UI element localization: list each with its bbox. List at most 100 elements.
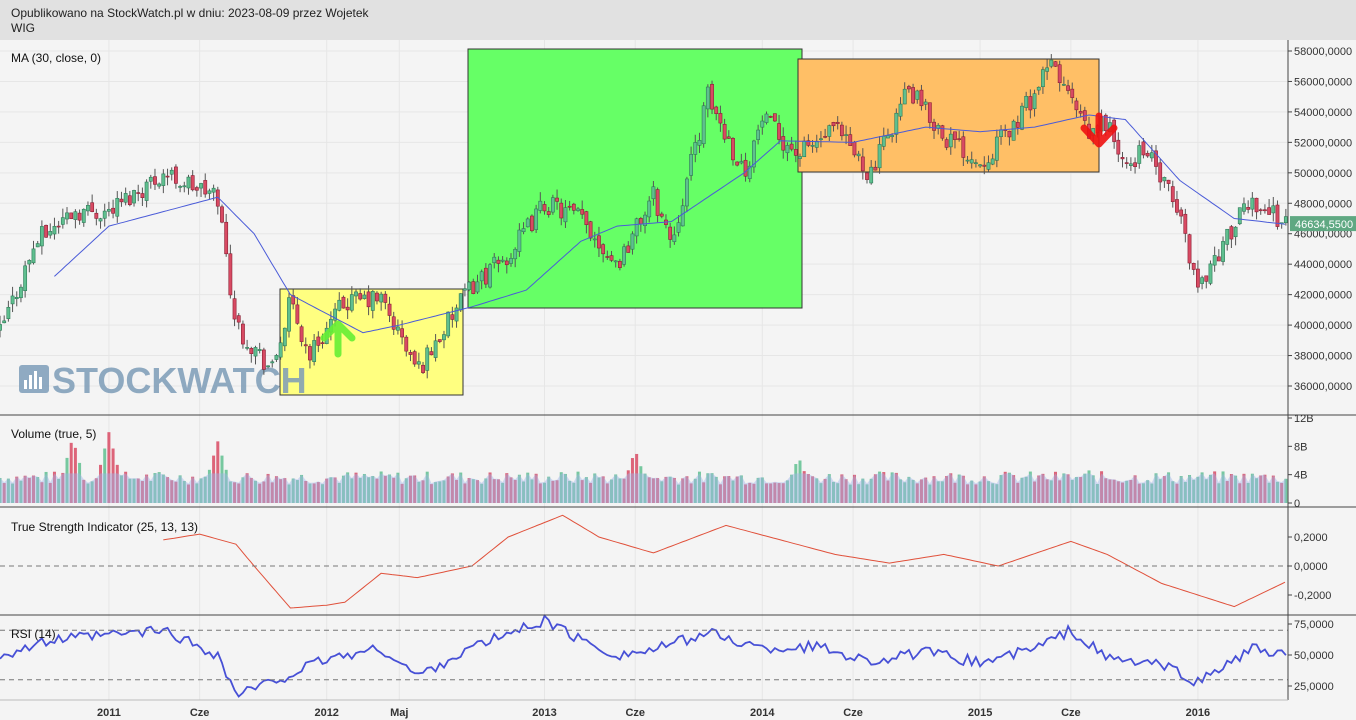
volume-bar — [919, 479, 923, 503]
candle — [1212, 246, 1217, 272]
volume-bar — [195, 483, 199, 503]
candle-body — [190, 175, 195, 191]
candle — [760, 115, 765, 135]
candle-body — [944, 139, 949, 148]
volume-bar — [182, 480, 186, 503]
candle-body — [412, 351, 417, 365]
candle-body — [282, 327, 287, 347]
candle-body — [1028, 96, 1033, 111]
volume-bar — [735, 476, 739, 503]
volume-bar — [467, 478, 471, 503]
candle-body — [513, 248, 518, 260]
volume-bar — [966, 484, 970, 503]
candle-body — [567, 205, 572, 208]
volume-bar — [630, 458, 634, 503]
candle-body — [60, 217, 65, 225]
candle — [777, 114, 781, 145]
candle-body — [186, 176, 191, 189]
candle — [39, 220, 44, 255]
candle-body — [249, 347, 254, 354]
volume-bar — [480, 483, 484, 503]
candle-body — [722, 123, 727, 140]
candle-body — [102, 210, 107, 219]
volume-bar — [1125, 480, 1129, 503]
volume-bar — [228, 481, 232, 503]
candle — [48, 223, 53, 239]
volume-bar — [1162, 476, 1166, 503]
candle-body — [793, 149, 798, 156]
candle — [446, 311, 451, 339]
candle-body — [978, 164, 983, 167]
volume-bar — [153, 473, 157, 503]
volume-bar — [119, 475, 123, 503]
candle-body — [31, 248, 36, 264]
candle — [450, 306, 455, 328]
volume-bar — [1255, 478, 1259, 503]
volume-bar — [1246, 482, 1250, 503]
candle — [111, 199, 115, 219]
candle — [957, 130, 962, 142]
candle — [161, 169, 166, 194]
candle-body — [990, 158, 995, 165]
candle-body — [768, 116, 773, 118]
candle-body — [77, 212, 82, 221]
candle-body — [1066, 85, 1070, 91]
volume-bar — [861, 478, 865, 503]
candle — [525, 217, 530, 228]
candle — [563, 199, 568, 228]
volume-bar — [124, 471, 128, 503]
candle-body — [848, 134, 853, 146]
candle — [257, 342, 262, 354]
candle — [429, 347, 434, 356]
price-tick-label: 42000,0000 — [1294, 290, 1352, 302]
candle — [1116, 132, 1121, 163]
candle-body — [1170, 186, 1175, 203]
candle-body — [1145, 152, 1150, 157]
candle — [115, 191, 120, 223]
volume-bar — [392, 477, 396, 503]
volume-bar — [44, 471, 48, 503]
candle — [483, 263, 488, 288]
candle-body — [1166, 179, 1171, 184]
candle-body — [1024, 96, 1029, 108]
candle — [517, 223, 522, 257]
candle — [375, 291, 379, 305]
candle — [584, 210, 589, 234]
volume-bar — [610, 479, 614, 503]
volume-bar — [463, 483, 467, 503]
candle-body — [605, 256, 610, 258]
volume-bar — [1100, 471, 1104, 503]
candle-body — [509, 258, 513, 264]
candle — [806, 134, 811, 148]
candle — [622, 243, 626, 267]
volume-bar — [333, 477, 337, 503]
volume-bar — [589, 482, 593, 503]
candle — [634, 217, 639, 244]
volume-bar — [421, 480, 425, 503]
candle — [823, 128, 828, 139]
candle-body — [1053, 61, 1058, 67]
volume-bar — [103, 448, 107, 503]
volume-bar — [233, 482, 237, 503]
candle — [932, 118, 936, 139]
candle — [148, 174, 153, 189]
candle-body — [1070, 88, 1075, 98]
watermark-bar — [39, 377, 42, 389]
candle — [69, 212, 74, 220]
volume-bar — [522, 481, 526, 503]
candle — [1263, 204, 1267, 214]
volume-bar — [1271, 475, 1275, 503]
candle-body — [697, 140, 702, 146]
candle — [287, 292, 291, 338]
volume-bar — [19, 480, 23, 503]
volume-bar — [295, 480, 299, 503]
candle-body — [148, 176, 153, 182]
volume-bar — [429, 484, 433, 503]
candle-body — [906, 86, 911, 90]
volume-bar — [308, 483, 312, 503]
volume-bar — [65, 457, 69, 503]
candle-body — [203, 180, 208, 195]
volume-bar — [99, 464, 103, 503]
candle — [781, 127, 786, 159]
candle — [659, 211, 664, 219]
